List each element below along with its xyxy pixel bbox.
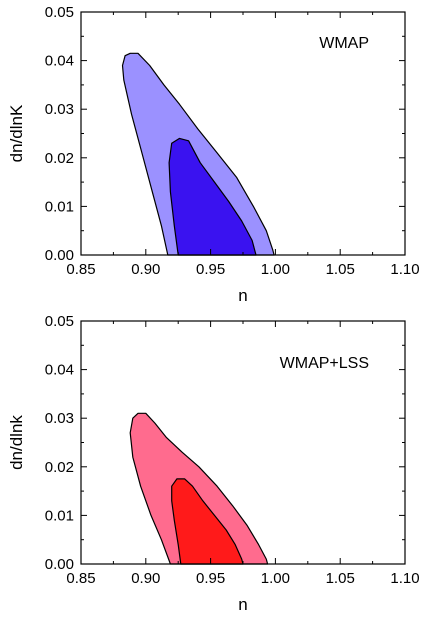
- contour-inner: [168, 137, 257, 256]
- x-tick-label: 1.05: [326, 570, 355, 587]
- y-tick-label: 0.05: [45, 4, 74, 21]
- x-axis-label: n: [238, 595, 247, 614]
- y-tick-label: 0.02: [45, 459, 74, 476]
- y-tick-label: 0.03: [45, 101, 74, 118]
- y-tick-label: 0.04: [45, 362, 74, 379]
- panel-annotation: WMAP+LSS: [280, 355, 369, 372]
- y-tick-label: 0.00: [45, 247, 74, 264]
- y-axis-label: dn/dlnk: [7, 415, 26, 470]
- tick-group: 0.85 0.90 0.95 1.00 1.05 1.10 0.00 0.01 0.02 0.03…: [45, 313, 420, 587]
- contour-group: [121, 52, 275, 256]
- y-tick-label: 0.01: [45, 507, 74, 524]
- y-tick-label: 0.04: [45, 53, 74, 70]
- x-tick-label: 0.85: [66, 261, 95, 278]
- contour-outer: [121, 52, 275, 256]
- x-tick-label: 1.00: [261, 570, 290, 587]
- tick-group: 0.85 0.90 0.95 1.00 1.05 1.10 0.00 0.01 0.02 0.03…: [45, 4, 420, 278]
- x-tick-label: 0.90: [131, 570, 160, 587]
- y-tick-label: 0.02: [45, 150, 74, 167]
- x-tick-label: 0.90: [131, 261, 160, 278]
- y-tick-label: 0.03: [45, 410, 74, 427]
- contour-inner: [171, 478, 244, 565]
- y-tick-label: 0.00: [45, 556, 74, 573]
- x-tick-label: 0.95: [196, 570, 225, 587]
- x-tick-label: 0.85: [66, 570, 95, 587]
- x-tick-label: 1.00: [261, 261, 290, 278]
- contour-outer: [129, 412, 269, 565]
- panel-annotation: WMAP: [319, 35, 369, 52]
- y-tick-label: 0.01: [45, 198, 74, 215]
- x-axis-label: n: [238, 286, 247, 305]
- x-tick-label: 0.95: [196, 261, 225, 278]
- y-axis-label: dn/dlnK: [7, 104, 26, 162]
- x-tick-label: 1.05: [326, 261, 355, 278]
- x-tick-label: 1.10: [390, 261, 419, 278]
- panel-wmap-lss: 0.85 0.90 0.95 1.00 1.05 1.10 0.00 0.01 0.02 0.03…: [7, 313, 420, 614]
- panel-wmap: 0.85 0.90 0.95 1.00 1.05 1.10 0.00 0.01 0.02 0.03…: [7, 4, 420, 305]
- y-tick-label: 0.05: [45, 313, 74, 330]
- contour-group: [129, 412, 269, 565]
- x-tick-label: 1.10: [390, 570, 419, 587]
